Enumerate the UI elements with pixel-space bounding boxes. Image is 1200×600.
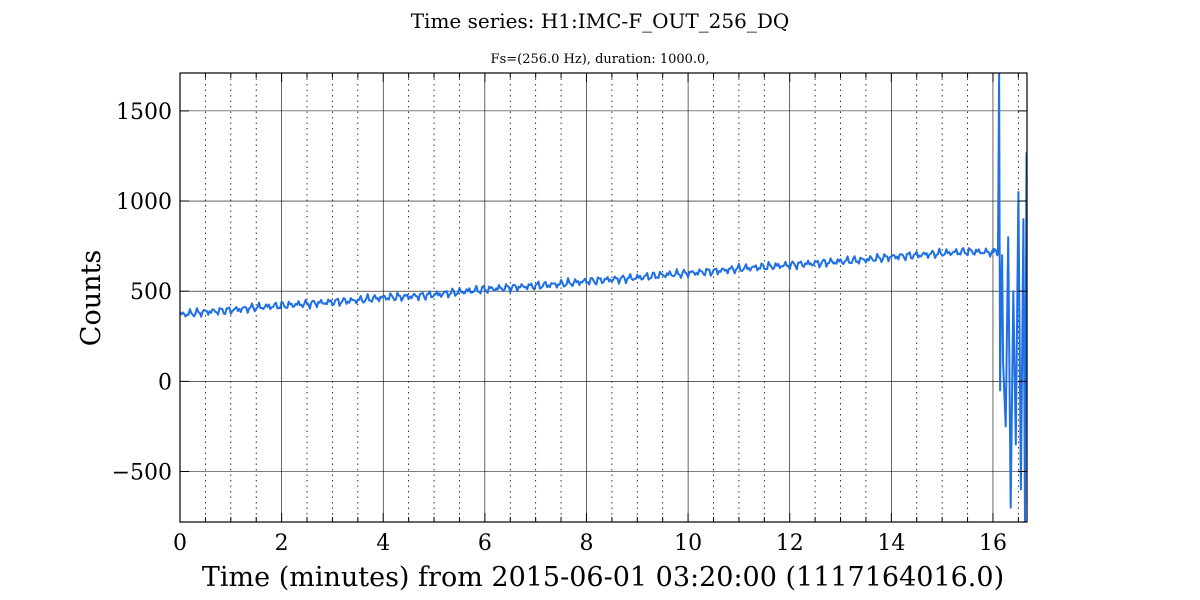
grid-layer <box>179 73 1027 522</box>
series-layer <box>180 73 1027 522</box>
x-tick-label: 14 <box>877 531 905 556</box>
y-tick-label: 0 <box>158 370 172 395</box>
y-axis-label: Counts <box>76 250 107 346</box>
plot-frame <box>179 72 1028 523</box>
x-tick-label: 12 <box>776 531 804 556</box>
x-tick-label: 4 <box>376 531 390 556</box>
x-tick-label: 8 <box>579 531 593 556</box>
x-tick-label: 16 <box>979 531 1007 556</box>
series-line <box>180 73 1027 522</box>
tick-layer: 0 2 4 6 8 10 12 14 16 −500 0 500 1000 1500 <box>112 73 1027 556</box>
x-tick-label: 6 <box>478 531 492 556</box>
x-tick-label: 0 <box>173 531 187 556</box>
x-axis-label: Time (minutes) from 2015-06-01 03:20:00 … <box>202 562 1004 593</box>
chart-subtitle: Fs=(256.0 Hz), duration: 1000.0, <box>491 52 710 67</box>
y-tick-label: 1000 <box>116 190 172 215</box>
y-tick-label: 1500 <box>116 100 172 125</box>
x-tick-label: 10 <box>674 531 702 556</box>
x-tick-label: 2 <box>275 531 289 556</box>
y-tick-label: 500 <box>130 280 172 305</box>
y-tick-label: −500 <box>112 461 172 486</box>
chart-title: Time series: H1:IMC-F_OUT_256_DQ <box>411 9 790 33</box>
